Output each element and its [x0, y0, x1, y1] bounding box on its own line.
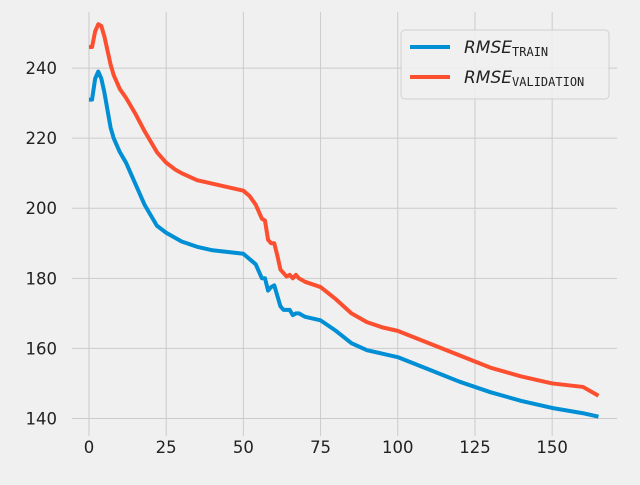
legend-label: RMSEVALIDATION	[464, 68, 584, 89]
series-line-train	[88, 69, 599, 419]
x-tick-label: 50	[233, 438, 254, 457]
y-tick-label: 180	[26, 269, 58, 288]
y-tick-label: 240	[26, 59, 58, 78]
legend-label-subscript: VALIDATION	[512, 75, 584, 89]
legend-label-base: RMSE	[464, 38, 512, 58]
x-tick-label: 150	[536, 438, 568, 457]
series-group	[88, 22, 600, 419]
x-tick-label: 100	[382, 438, 414, 457]
legend-label-base: RMSE	[464, 68, 512, 88]
grid	[72, 12, 617, 436]
x-tick-label: 0	[84, 438, 95, 457]
y-tick-label: 160	[26, 339, 58, 358]
legend-label-subscript: TRAIN	[512, 45, 548, 59]
legend-box	[400, 29, 610, 100]
tick-labels: 0 25 50 75 100 125 150 140 160 180 200 220 240	[26, 59, 568, 457]
x-tick-label: 25	[156, 438, 177, 457]
y-tick-label: 200	[26, 199, 58, 218]
x-tick-label: 75	[310, 438, 331, 457]
y-tick-label: 140	[26, 409, 58, 428]
legend-label: RMSETRAIN	[464, 38, 548, 59]
y-tick-label: 220	[26, 129, 58, 148]
x-tick-label: 125	[459, 438, 491, 457]
series-line-validation	[88, 22, 600, 398]
